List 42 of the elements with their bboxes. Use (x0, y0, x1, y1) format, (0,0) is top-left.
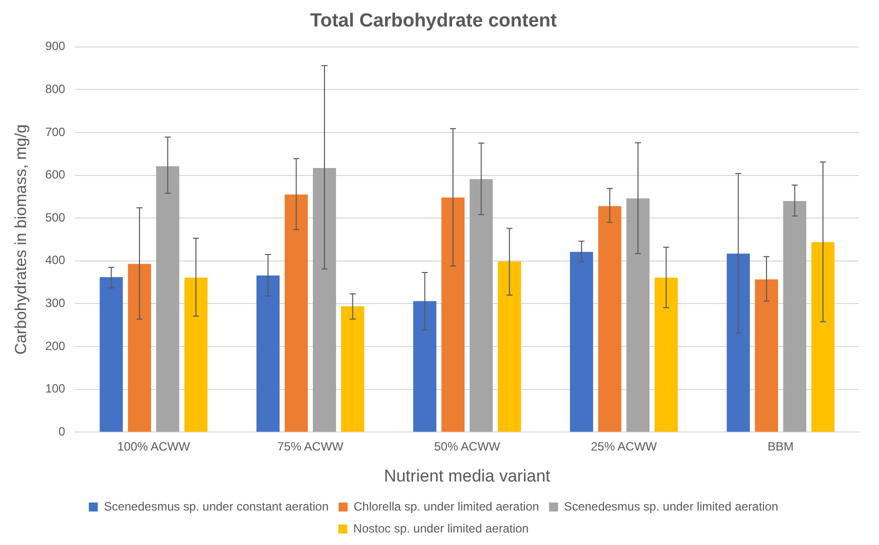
bar (312, 168, 336, 432)
x-tick-label: BBM (768, 440, 794, 454)
y-tick-label: 600 (45, 168, 66, 182)
y-tick-label: 100 (45, 382, 66, 396)
bar (441, 198, 465, 432)
x-tick-label: 100% ACWW (117, 440, 191, 454)
x-axis-title: Nutrient media variant (384, 466, 551, 486)
bar (156, 166, 180, 432)
legend-label: Chlorella sp. under limited aeration (354, 499, 540, 514)
bar (413, 301, 436, 432)
y-tick-label: 300 (45, 296, 66, 310)
bar (128, 264, 152, 432)
bar (598, 206, 622, 432)
bar (498, 261, 522, 432)
y-tick-label: 500 (45, 210, 66, 224)
y-tick-label: 0 (58, 424, 66, 439)
bar (100, 277, 123, 432)
bar (726, 254, 750, 432)
bar (754, 279, 778, 432)
bar (256, 275, 280, 432)
y-tick-label: 400 (45, 253, 66, 268)
bar (811, 242, 835, 432)
legend-label: Nostoc sp. under limited aeration (353, 521, 529, 536)
y-tick-label: 200 (45, 338, 66, 353)
chart-title: Total Carbohydrate content (310, 10, 558, 32)
bar (341, 306, 364, 432)
bar (184, 278, 208, 432)
legend-label: Scenedesmus sp. under constant aeration (104, 499, 329, 514)
legend-label: Scenedesmus sp. under limited aeration (564, 499, 778, 514)
bar (783, 200, 806, 432)
bar (654, 278, 678, 432)
y-axis-title: Carbohydrates in biomass, mg/g (13, 124, 30, 355)
y-tick-label: 900 (45, 39, 66, 54)
x-tick-label: 25% ACWW (590, 440, 658, 454)
y-tick-label: 800 (45, 82, 66, 96)
y-tick-label: 700 (45, 124, 66, 139)
bar (570, 252, 594, 432)
bar (284, 194, 308, 432)
x-tick-label: 50% ACWW (434, 440, 501, 454)
x-tick-label: 75% ACWW (277, 440, 344, 454)
bar (470, 179, 493, 432)
bar (626, 198, 650, 432)
